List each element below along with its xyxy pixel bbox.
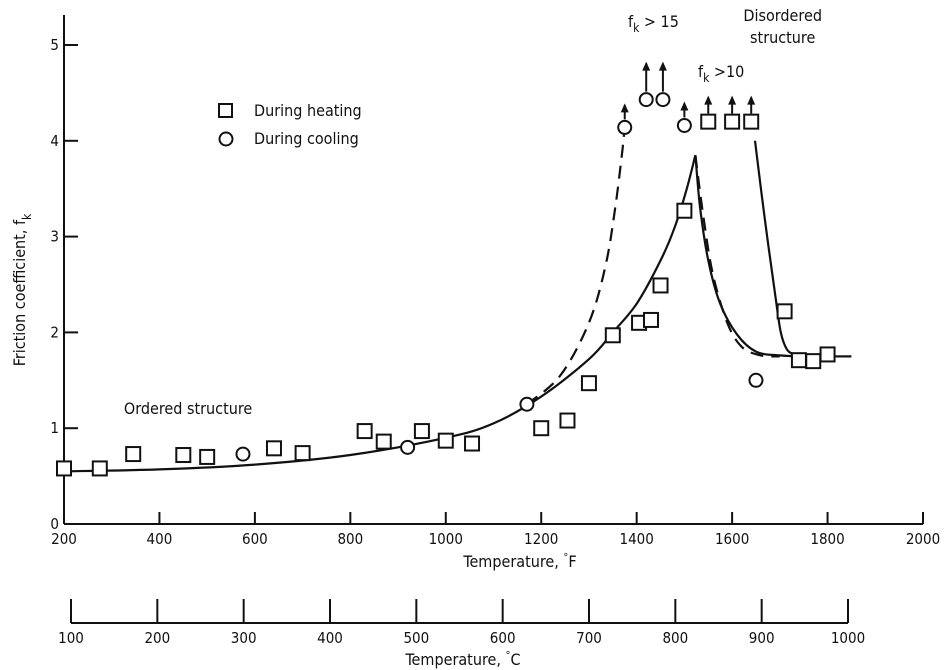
heating-point: [175, 447, 192, 464]
cooling-arrow-head: [658, 61, 667, 71]
heating-point: [790, 352, 807, 369]
heating-point: [743, 113, 760, 130]
cooling-point: [748, 372, 764, 388]
cooling-point: [655, 92, 671, 108]
annotation-0: Ordered structure: [124, 399, 253, 418]
heating-arrow-head: [728, 95, 737, 105]
x2-tick-label: 900: [749, 629, 775, 647]
y-tick-label: 5: [50, 36, 59, 54]
heating-point: [805, 353, 822, 370]
y-tick-label: 1: [50, 419, 59, 437]
dashed-curve-2: [694, 155, 780, 358]
cooling-point: [400, 439, 416, 455]
x2-tick-label: 200: [144, 629, 170, 647]
cooling-arrow-head: [620, 103, 629, 113]
y-tick-label: 0: [50, 515, 59, 533]
heating-point: [776, 303, 793, 320]
heating-point: [642, 311, 659, 328]
x-tick-label: 200: [51, 530, 77, 548]
cooling-arrow-head: [642, 61, 651, 71]
x-tick-label: 600: [242, 530, 268, 548]
solid-curve-3: [694, 155, 852, 358]
heating-arrow-head: [704, 95, 713, 105]
x2-tick-label: 800: [662, 629, 688, 647]
x-tick-label: 1400: [619, 530, 653, 548]
heating-point: [676, 202, 693, 219]
heating-point: [652, 277, 669, 294]
heating-point: [819, 346, 836, 363]
x-axis-title: Temperature, °F: [462, 551, 576, 571]
heating-point: [125, 446, 142, 463]
heating-point: [413, 423, 430, 440]
y-tick-label: 4: [50, 132, 59, 150]
cooling-point: [676, 117, 692, 133]
legend-heating-marker: [218, 103, 233, 118]
x2-tick-label: 300: [231, 629, 257, 647]
heating-point: [375, 433, 392, 450]
x-tick-label: 1200: [524, 530, 558, 548]
y-tick-label: 3: [50, 228, 59, 246]
cooling-point: [638, 92, 654, 108]
x-tick-label: 2000: [906, 530, 940, 548]
heating-arrow-head: [747, 95, 756, 105]
fk-greater-10-label: fk >10: [698, 62, 744, 85]
x2-tick-label: 600: [490, 629, 516, 647]
heating-point: [559, 412, 576, 429]
cooling-point: [617, 119, 633, 135]
x-tick-label: 1600: [715, 530, 749, 548]
y-axis-title: Friction coefficient, fk: [10, 213, 34, 366]
heating-point: [700, 113, 717, 130]
x2-tick-label: 400: [317, 629, 343, 647]
x2-axis-title: Temperature, °C: [404, 649, 520, 669]
x-tick-label: 400: [147, 530, 173, 548]
legend-cooling-label: During cooling: [254, 129, 359, 148]
x-tick-label: 1000: [429, 530, 463, 548]
solid-curve-4: [753, 140, 795, 356]
x2-tick-label: 100: [58, 629, 84, 647]
x-tick-label: 800: [337, 530, 363, 548]
heating-point: [604, 327, 621, 344]
heating-point: [437, 432, 454, 449]
heating-point: [580, 375, 597, 392]
heating-point: [56, 460, 72, 477]
x-tick-label: 1800: [810, 530, 844, 548]
dashed-curve-1: [526, 116, 627, 406]
heating-point: [91, 460, 108, 477]
cooling-arrow-head: [680, 101, 689, 111]
heating-point: [356, 423, 373, 440]
legend-heating-label: During heating: [254, 101, 362, 120]
heating-point: [265, 440, 282, 457]
x2-tick-label: 500: [403, 629, 429, 647]
annotation-2: structure: [750, 28, 815, 47]
legend-cooling-marker: [218, 131, 234, 147]
cooling-point: [235, 446, 251, 462]
fk-greater-15-label: fk > 15: [628, 12, 679, 35]
heating-point: [199, 448, 216, 465]
x2-tick-label: 1000: [831, 629, 865, 647]
y-tick-label: 2: [50, 323, 59, 341]
solid-curve-0: [63, 154, 697, 473]
heating-point: [724, 113, 741, 130]
cooling-point: [519, 396, 535, 412]
heating-point: [533, 420, 550, 437]
annotation-1: Disordered: [743, 6, 822, 25]
heating-point: [464, 435, 481, 452]
x2-tick-label: 700: [576, 629, 602, 647]
heating-point: [294, 445, 311, 462]
